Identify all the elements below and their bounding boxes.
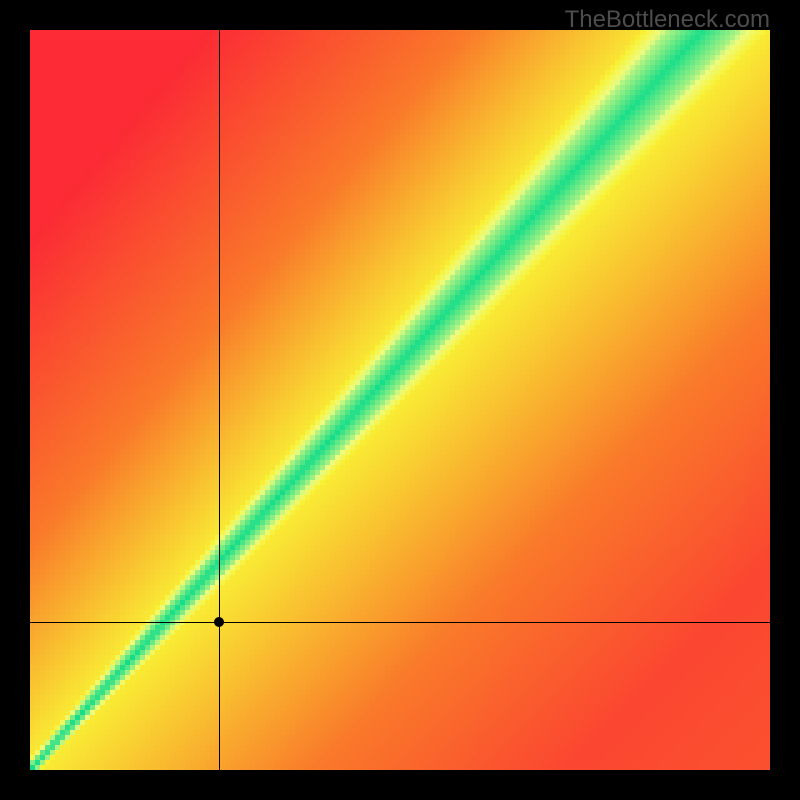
- bottleneck-heatmap: [30, 30, 770, 770]
- chart-area: [30, 30, 770, 770]
- watermark-text: TheBottleneck.com: [565, 6, 770, 34]
- crosshair-horizontal: [30, 622, 770, 623]
- page-root: TheBottleneck.com: [0, 0, 800, 800]
- crosshair-vertical: [219, 30, 220, 770]
- crosshair-marker: [214, 617, 224, 627]
